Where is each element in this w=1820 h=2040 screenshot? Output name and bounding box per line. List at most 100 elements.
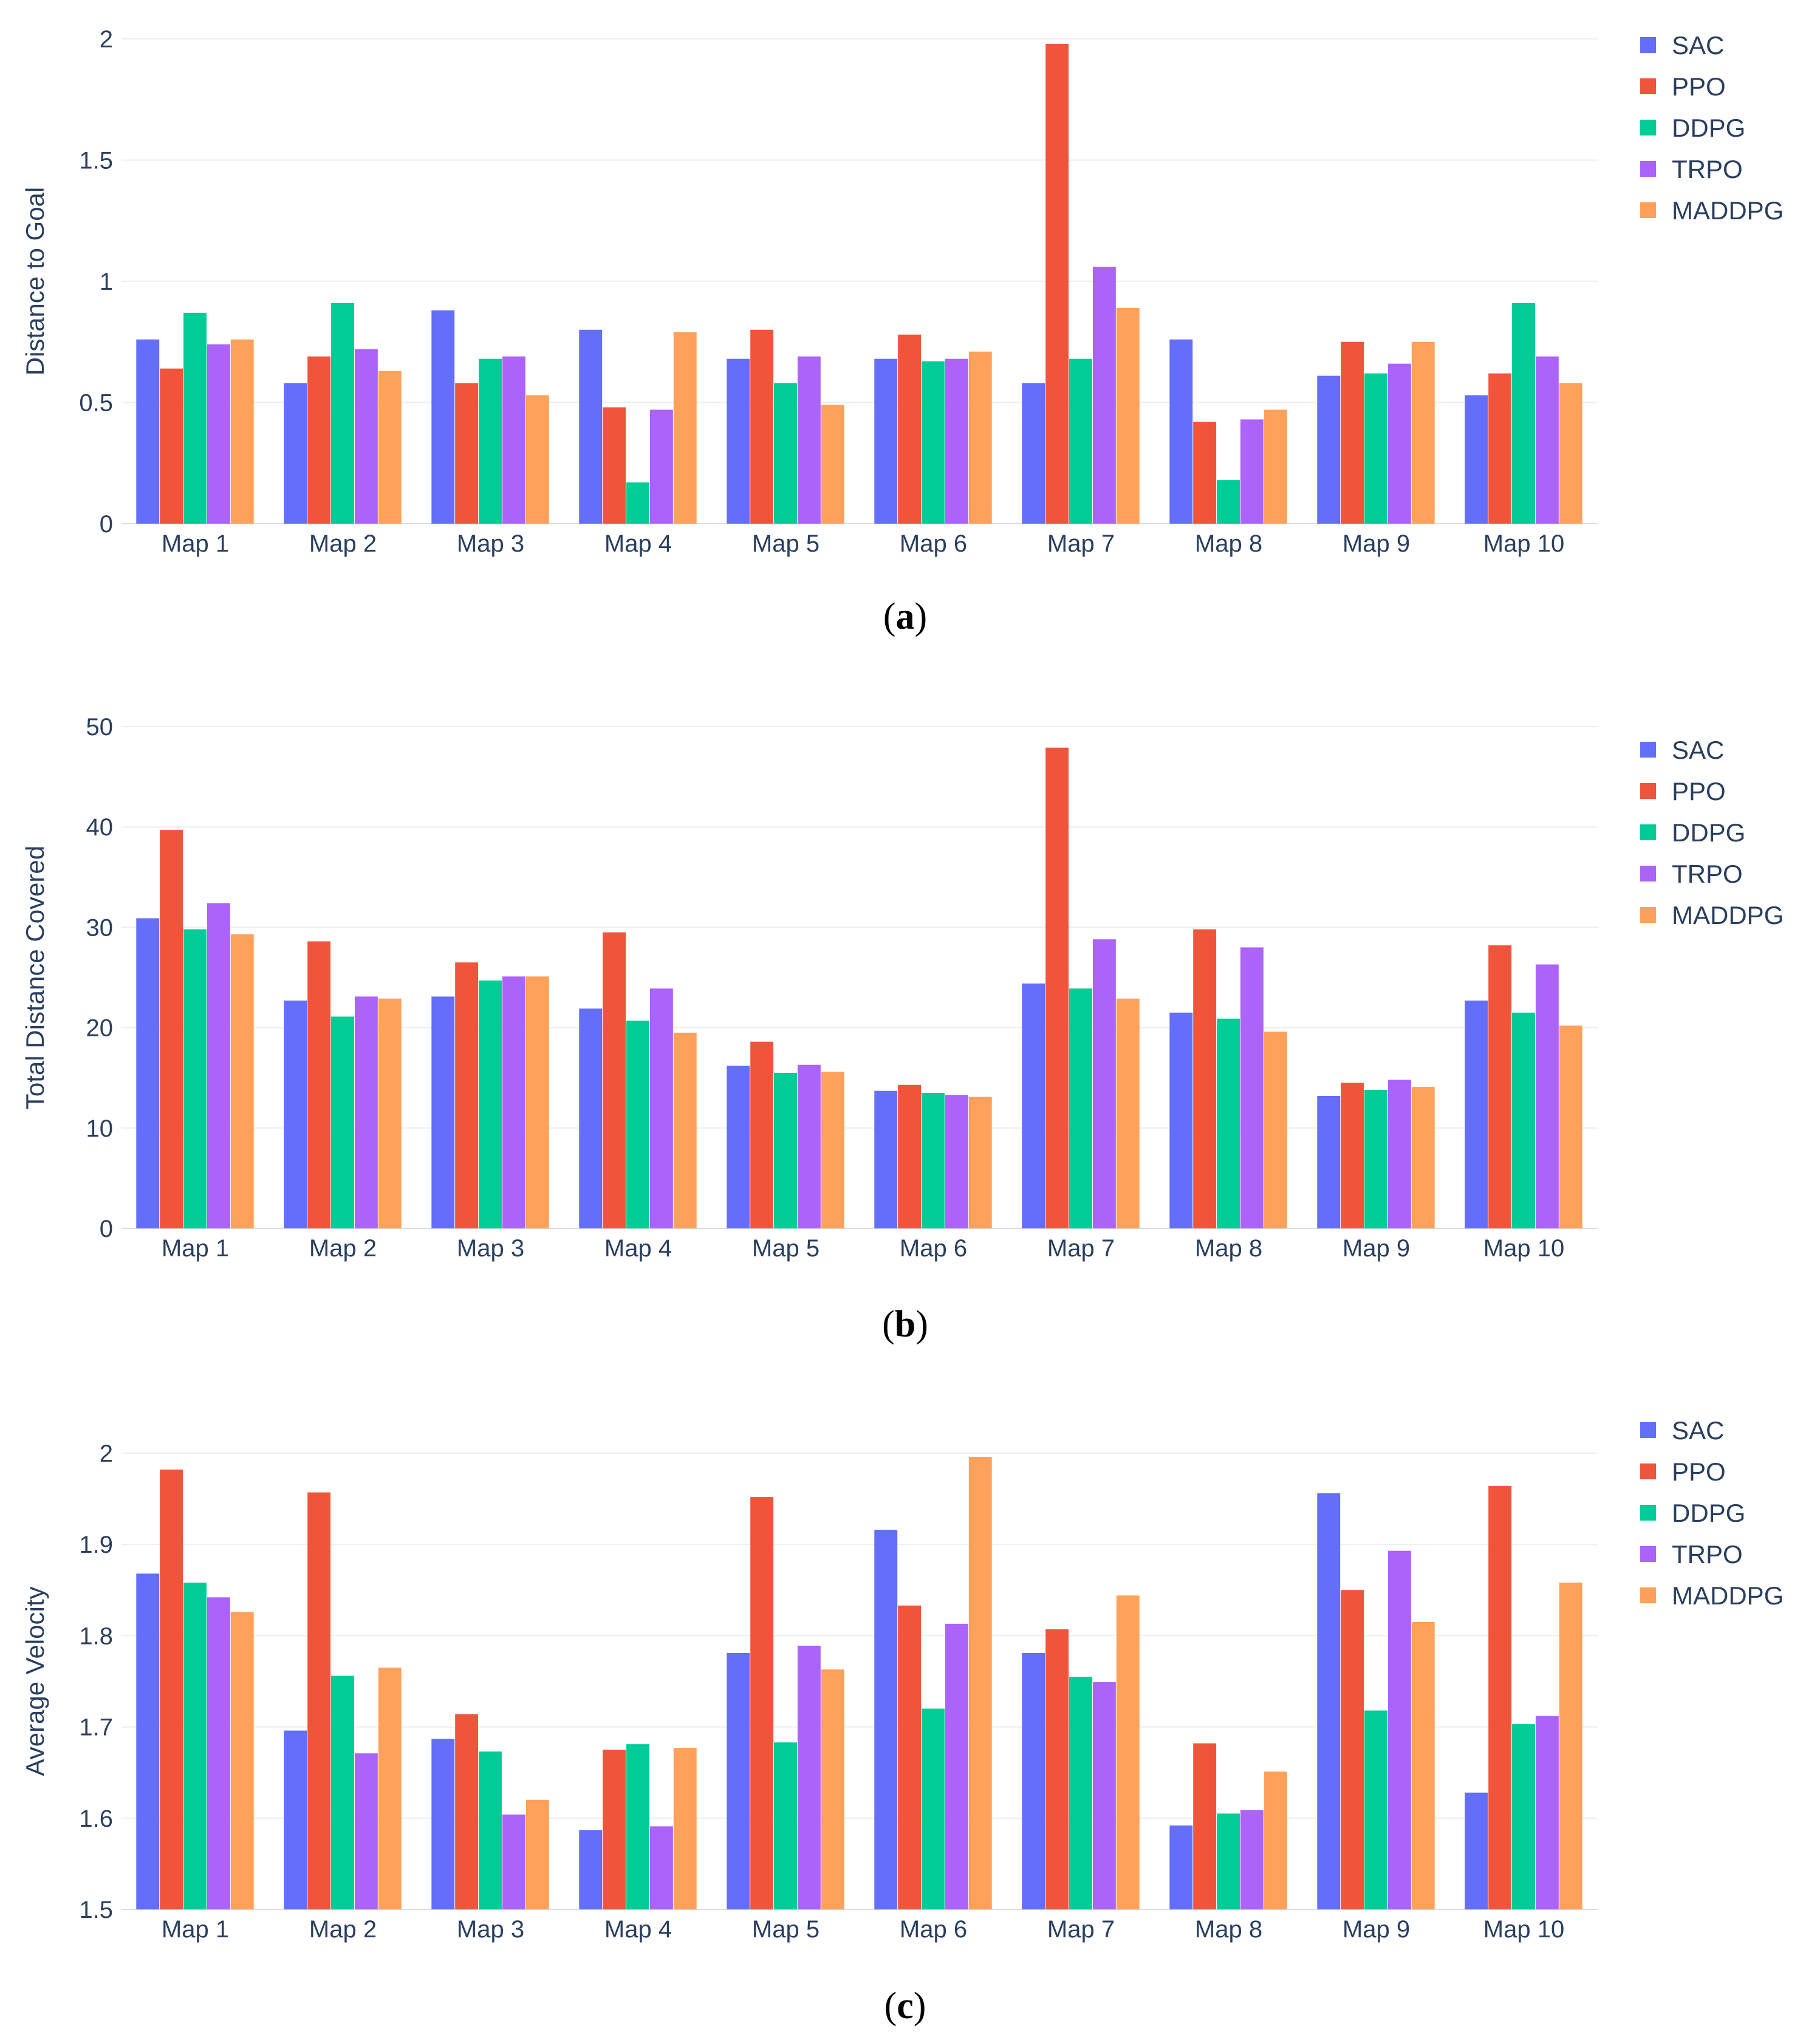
bar-ddpg-map-7 — [1069, 358, 1092, 524]
bar-ddpg-map-3 — [479, 980, 502, 1228]
bar-ddpg-map-1 — [183, 929, 207, 1228]
bar-sac-map-2 — [284, 383, 307, 524]
legend-label-maddpg: MADDPG — [1672, 901, 1784, 929]
y-tick-label: 1.8 — [79, 1623, 113, 1649]
bar-trpo-map-1 — [207, 1597, 230, 1909]
bar-trpo-map-3 — [502, 976, 525, 1228]
caption-letter: a — [896, 596, 915, 637]
caption-close-paren: ) — [915, 1304, 928, 1345]
bar-maddpg-map-7 — [1116, 307, 1140, 524]
bar-maddpg-map-9 — [1411, 1621, 1435, 1909]
panel-caption: (a) — [883, 596, 927, 637]
bar-trpo-map-3 — [502, 1814, 525, 1909]
bar-ppo-map-8 — [1193, 422, 1217, 524]
bar-sac-map-8 — [1169, 339, 1193, 524]
x-tick-label: Map 4 — [604, 530, 672, 557]
bar-ddpg-map-9 — [1364, 1090, 1387, 1228]
bar-ddpg-map-7 — [1069, 1676, 1092, 1909]
bar-sac-map-1 — [136, 1573, 160, 1909]
x-tick-label: Map 4 — [604, 1235, 672, 1262]
bar-sac-map-8 — [1169, 1825, 1193, 1909]
y-tick-label: 0 — [100, 1216, 113, 1242]
bar-trpo-map-1 — [207, 903, 230, 1228]
bar-maddpg-map-10 — [1559, 1025, 1582, 1228]
x-tick-label: Map 1 — [162, 1916, 229, 1943]
y-tick-label: 40 — [86, 814, 114, 841]
panel-a: 0 0.5 1 1.5 2 Distance to Goal Map 1 Map 2 Map 3… — [21, 26, 1784, 637]
bar-sac-map-9 — [1317, 1095, 1341, 1228]
bar-maddpg-map-4 — [673, 332, 697, 524]
bar-ddpg-map-7 — [1069, 988, 1092, 1228]
bar-maddpg-map-4 — [673, 1748, 697, 1909]
bar-trpo-map-6 — [945, 1095, 968, 1228]
y-tick-label: 20 — [86, 1015, 114, 1042]
bar-trpo-map-10 — [1535, 1716, 1559, 1909]
bar-ppo-map-5 — [750, 329, 774, 524]
legend-swatch-ddpg — [1640, 120, 1656, 135]
bar-sac-map-6 — [874, 358, 898, 524]
x-tick-label: Map 8 — [1195, 1235, 1262, 1262]
bar-sac-map-2 — [284, 1730, 307, 1909]
bar-trpo-map-9 — [1387, 363, 1411, 524]
y-tick-label: 1.7 — [79, 1714, 113, 1741]
bar-trpo-map-8 — [1240, 1810, 1264, 1909]
x-tick-label: Map 8 — [1195, 530, 1262, 557]
x-tick-label: Map 3 — [457, 1235, 524, 1262]
bar-ppo-map-10 — [1488, 373, 1512, 524]
legend-swatch-maddpg — [1640, 1587, 1656, 1603]
legend-swatch-sac — [1640, 742, 1656, 758]
caption-open-paren: ( — [882, 1304, 895, 1345]
legend-swatch-ppo — [1640, 1463, 1656, 1479]
bar-sac-map-5 — [727, 1066, 750, 1228]
bar-maddpg-map-1 — [230, 1612, 254, 1909]
bar-trpo-map-4 — [649, 409, 673, 524]
bar-maddpg-map-1 — [230, 934, 254, 1228]
x-tick-label: Map 6 — [900, 1235, 967, 1262]
x-tick-label: Map 3 — [457, 530, 524, 557]
bar-trpo-map-7 — [1092, 1682, 1116, 1909]
x-tick-label: Map 1 — [162, 1235, 229, 1262]
legend-swatch-trpo — [1640, 1546, 1656, 1562]
x-tick-label: Map 5 — [752, 530, 819, 557]
bar-trpo-map-9 — [1387, 1080, 1411, 1228]
bar-ppo-map-3 — [455, 383, 479, 524]
y-axis-title: Distance to Goal — [21, 187, 49, 376]
legend-swatch-sac — [1640, 37, 1656, 53]
bar-sac-map-4 — [579, 329, 603, 524]
bar-sac-map-9 — [1317, 375, 1341, 524]
bar-ppo-map-10 — [1488, 945, 1512, 1228]
panel-caption: (c) — [884, 1985, 926, 2027]
y-tick-label: 1.5 — [79, 148, 113, 174]
bar-ppo-map-2 — [307, 941, 331, 1228]
bar-sac-map-2 — [284, 1000, 307, 1228]
legend-label-ppo: PPO — [1672, 72, 1726, 101]
y-tick-label: 1.5 — [79, 1897, 113, 1923]
bar-maddpg-map-7 — [1116, 1595, 1140, 1909]
x-tick-label: Map 4 — [604, 1916, 672, 1943]
bar-ppo-map-3 — [455, 962, 479, 1228]
bar-ddpg-map-5 — [774, 1072, 797, 1228]
y-tick-label: 1.6 — [79, 1806, 113, 1832]
x-tick-label: Map 1 — [162, 530, 229, 557]
legend-swatch-trpo — [1640, 866, 1656, 881]
bar-maddpg-map-10 — [1559, 383, 1582, 524]
bar-maddpg-map-9 — [1411, 341, 1435, 524]
bar-maddpg-map-6 — [968, 1457, 992, 1909]
caption-close-paren: ) — [915, 596, 928, 637]
bar-sac-map-10 — [1465, 395, 1488, 524]
bar-ddpg-map-10 — [1512, 303, 1535, 524]
bar-sac-map-5 — [727, 1652, 750, 1909]
y-axis-title: Total Distance Covered — [21, 846, 49, 1109]
bar-trpo-map-2 — [354, 996, 378, 1228]
bar-maddpg-map-6 — [968, 1097, 992, 1228]
legend-swatch-ddpg — [1640, 824, 1656, 840]
legend-swatch-ppo — [1640, 78, 1656, 94]
bar-sac-map-1 — [136, 918, 160, 1228]
bar-ddpg-map-10 — [1512, 1724, 1535, 1909]
legend-label-maddpg: MADDPG — [1672, 196, 1784, 225]
bar-ddpg-map-5 — [774, 383, 797, 524]
bar-ppo-map-9 — [1341, 1590, 1364, 1909]
caption-letter: c — [897, 1985, 914, 2027]
bar-trpo-map-9 — [1387, 1550, 1411, 1909]
